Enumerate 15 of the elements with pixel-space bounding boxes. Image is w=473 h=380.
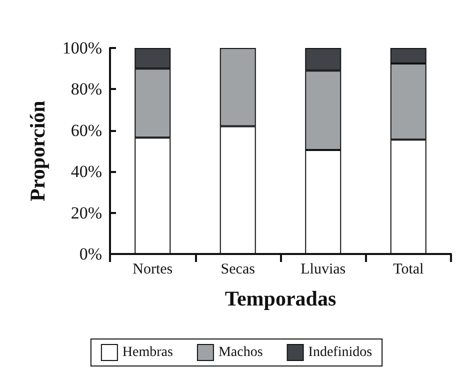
y-axis-title: Proporción <box>26 100 50 202</box>
legend-label: Indefinidos <box>308 345 372 360</box>
y-tick-label: 0% <box>79 244 102 264</box>
legend-label: Hembras <box>122 345 173 360</box>
y-tick-label: 40% <box>70 162 102 182</box>
y-tick-label: 100% <box>62 38 102 58</box>
y-tick-label: 80% <box>70 80 102 99</box>
x-tick-label: Nortes <box>132 262 173 278</box>
legend-label: Machos <box>218 345 263 360</box>
y-tick-label: 60% <box>70 120 102 140</box>
x-tick-label: Total <box>393 262 424 278</box>
x-tick-label: Lluvias <box>300 262 346 278</box>
x-tick-label: Secas <box>220 262 256 278</box>
y-tick-label: 20% <box>70 203 102 222</box>
x-axis-title: Temporadas <box>224 286 336 310</box>
